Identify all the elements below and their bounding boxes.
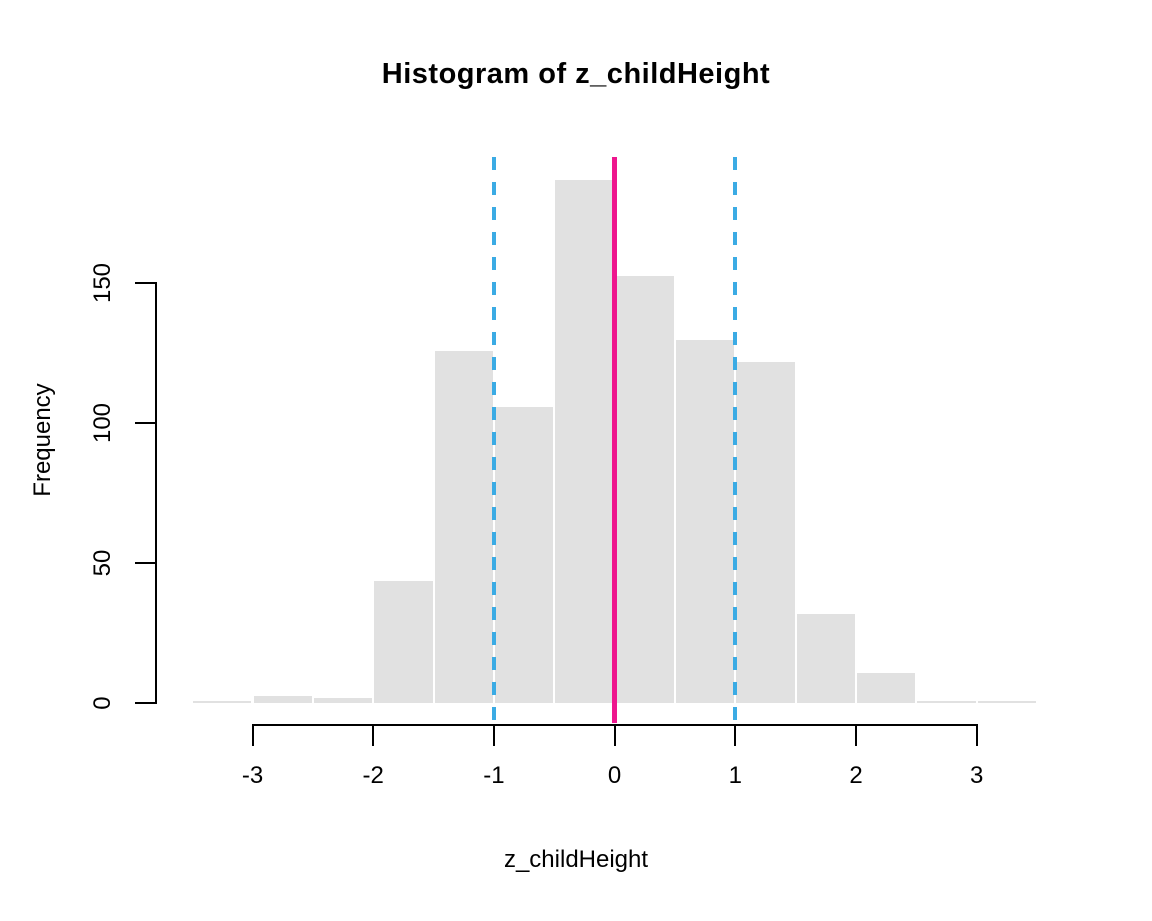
- histogram-bar: [373, 579, 434, 703]
- y-axis-tick: [135, 422, 156, 424]
- histogram-bar: [976, 700, 1038, 703]
- x-axis-tick: [855, 724, 857, 746]
- histogram-bar: [192, 700, 253, 703]
- x-tick-label: 2: [849, 762, 863, 789]
- histogram-bar: [916, 700, 977, 703]
- histogram-bar: [795, 613, 856, 703]
- vline-plus-1sd: [733, 157, 738, 723]
- histogram-bar: [312, 697, 374, 703]
- x-axis-tick: [975, 724, 978, 746]
- y-axis-label: Frequency: [29, 383, 56, 497]
- x-tick-label: 1: [728, 762, 742, 789]
- histogram-bar: [614, 274, 675, 703]
- y-tick-label: 50: [89, 549, 116, 577]
- x-axis-tick: [492, 724, 495, 746]
- x-tick-label: -3: [241, 762, 264, 789]
- vline-mean: [612, 157, 618, 723]
- y-axis-tick: [135, 282, 156, 284]
- y-axis-tick: [135, 702, 156, 704]
- x-axis-tick: [613, 724, 616, 746]
- histogram-bar: [554, 179, 615, 703]
- x-axis-label: z_childHeight: [503, 846, 649, 873]
- x-axis-tick: [734, 724, 737, 746]
- x-axis-tick: [372, 724, 375, 746]
- histogram-bar: [735, 361, 796, 703]
- y-tick-label: 150: [89, 262, 116, 304]
- y-axis-line: [155, 282, 157, 704]
- x-tick-label: -1: [483, 762, 505, 789]
- histogram-bar: [433, 350, 494, 703]
- x-tick-label: -2: [362, 762, 384, 789]
- x-tick-label: 0: [607, 762, 622, 789]
- x-axis-tick: [251, 724, 254, 746]
- histogram-bar: [674, 339, 736, 703]
- x-tick-label: 3: [970, 762, 984, 789]
- histogram-bar: [493, 406, 555, 703]
- y-tick-label: 0: [89, 696, 116, 710]
- histogram-bar: [856, 672, 917, 703]
- y-axis-tick: [135, 562, 156, 564]
- y-tick-label: 100: [89, 402, 116, 444]
- chart-title: Histogram of z_childHeight: [381, 58, 771, 90]
- histogram-bar: [252, 694, 313, 703]
- vline-minus-1sd: [491, 157, 496, 723]
